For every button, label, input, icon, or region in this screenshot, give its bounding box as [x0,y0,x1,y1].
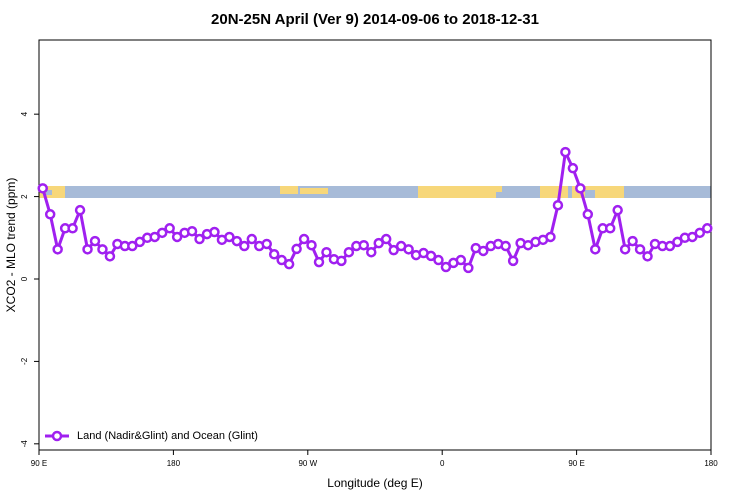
y-tick-label: 4 [20,111,29,116]
data-point [634,244,646,255]
data-point [366,246,377,258]
data-point [127,240,138,252]
y-tick-label: -2 [20,357,29,365]
data-point [209,226,220,238]
x-axis-label: Longitude (deg E) [327,476,422,490]
data-point [224,231,235,243]
x-tick-label: 180 [167,459,181,468]
data-point [104,251,116,262]
data-point [373,237,384,249]
data-point [619,244,631,255]
data-point [687,231,698,243]
data-point [582,209,594,220]
data-point [552,199,564,211]
data-point [44,209,56,220]
data-point [321,246,332,258]
data-point [388,244,399,256]
chart-title: 20N-25N April (Ver 9) 2014-09-06 to 2018… [211,11,539,28]
data-point [425,250,437,262]
data-point [560,146,571,158]
data-point [440,261,452,273]
data-point [567,162,579,174]
data-point [358,239,370,251]
data-point [702,223,713,234]
data-point [268,249,280,260]
data-point [463,262,474,274]
data-point [52,244,63,255]
data-point [276,254,287,266]
data-point [694,227,706,239]
data-point [164,223,175,234]
data-point [194,233,205,245]
data-point [642,251,653,262]
x-tick-label: 180 [704,459,718,468]
data-point [380,233,392,245]
data-point [261,238,272,250]
data-point [664,240,676,252]
data-point [507,255,519,267]
data-point [500,240,511,252]
data-point [575,183,586,194]
data-point [283,258,295,270]
data-point [156,227,168,239]
data-point [37,183,48,194]
legend-label: Land (Nadir&Glint) and Ocean (Glint) [77,430,258,442]
x-tick-label: 90 E [31,459,47,468]
data-point [627,235,638,247]
data-point [433,254,444,266]
data-point [545,231,556,243]
data-point [67,223,78,234]
data-point [74,204,86,216]
data-point [298,233,310,245]
data-point [604,223,616,234]
data-point [134,236,146,248]
y-tick-label: -4 [20,440,29,448]
y-tick-label: 2 [20,194,29,199]
data-point [186,225,198,237]
data-point [171,231,183,243]
data-point [306,239,317,251]
data-point [403,244,414,255]
data-point [82,244,93,255]
y-axis-label: XCO2 - MLO trend (ppm) [4,178,18,313]
x-tick-label: 90 E [568,459,584,468]
data-point [313,256,325,268]
data-point [590,244,601,255]
y-tick-label: 0 [20,276,29,281]
data-point [455,254,467,266]
data-point [231,235,243,247]
data-point [672,236,683,248]
legend-marker [51,430,63,442]
data-point [478,245,489,257]
data-point [343,246,355,258]
map-band [39,186,711,198]
x-tick-label: 90 W [298,459,317,468]
x-tick-label: 0 [440,459,445,468]
data-point [239,240,250,252]
data-point [336,255,347,267]
data-point [612,204,623,216]
data-point [149,231,160,243]
plot-frame [38,39,712,451]
data-point [97,244,108,255]
data-point [246,233,258,245]
data-point [89,235,101,247]
data-point [291,243,302,255]
